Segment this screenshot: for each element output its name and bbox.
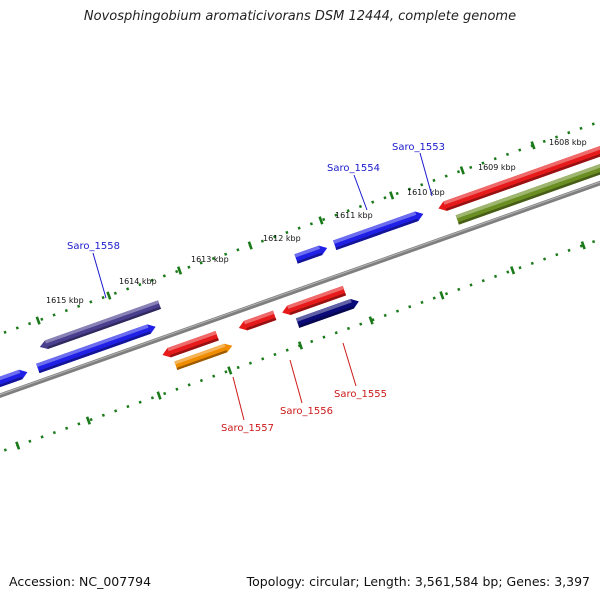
gene-feature-orange-gene[interactable] <box>174 341 234 370</box>
gene-feature-saro-1553[interactable] <box>333 209 425 250</box>
leader-line-saro-1557 <box>232 376 245 421</box>
scale-label-1613: 1613 kbp <box>191 255 229 264</box>
gene-feature-shadow <box>0 376 23 397</box>
gene-label-saro-1554[interactable]: Saro_1554 <box>327 163 380 174</box>
major-tick <box>580 241 586 250</box>
gene-feature-blue-gene-1[interactable] <box>0 367 29 397</box>
gene-feature-saro-1555[interactable] <box>295 297 361 328</box>
scale-label-1612: 1612 kbp <box>263 234 301 243</box>
gene-feature-shadow <box>38 331 151 374</box>
major-tick <box>368 316 374 325</box>
gene-feature-highlight <box>455 162 600 219</box>
leader-line-saro-1558 <box>92 252 107 299</box>
leader-line-saro-1553 <box>419 152 433 197</box>
gene-feature-highlight <box>333 211 417 244</box>
gene-feature-shadow <box>296 252 323 264</box>
gene-feature-highlight <box>36 324 149 368</box>
gene-feature-shadow <box>335 218 419 250</box>
gene-feature-highlight <box>0 369 21 391</box>
major-tick <box>297 341 304 350</box>
gene-label-saro-1557[interactable]: Saro_1557 <box>221 423 274 434</box>
major-tick <box>510 266 516 275</box>
major-tick <box>530 141 536 150</box>
gene-feature-highlight <box>167 330 217 352</box>
leader-line-saro-1554 <box>353 174 368 211</box>
scale-label-1611: 1611 kbp <box>335 211 373 220</box>
gene-feature-shadow <box>458 169 600 225</box>
genome-backbone-highlight <box>0 148 600 431</box>
gene-label-saro-1553[interactable]: Saro_1553 <box>392 142 445 153</box>
major-tick <box>227 366 233 375</box>
genome-backbone <box>0 148 600 433</box>
gene-feature-shadow <box>445 151 600 211</box>
gene-feature-shadow <box>47 306 162 349</box>
gene-feature-highlight <box>294 245 321 258</box>
gene-feature-saro-1554[interactable] <box>294 243 328 264</box>
scale-label-1610: 1610 kbp <box>407 188 445 197</box>
major-tick <box>247 241 253 250</box>
gene-feature-highlight <box>44 300 160 344</box>
major-tick <box>156 391 162 400</box>
major-tick <box>389 191 395 200</box>
major-tick <box>439 291 445 300</box>
major-tick <box>85 416 91 425</box>
scale-label-1609: 1609 kbp <box>478 163 516 172</box>
gene-feature-highlight <box>287 285 344 309</box>
gene-feature-highlight <box>443 144 600 205</box>
gene-label-saro-1558[interactable]: Saro_1558 <box>67 241 120 252</box>
major-tick <box>35 316 41 325</box>
topology-info: Topology: circular; Length: 3,561,584 bp… <box>246 574 590 589</box>
major-tick <box>15 441 21 450</box>
scale-label-1614: 1614 kbp <box>119 277 157 286</box>
gene-feature-highlight <box>243 310 275 325</box>
scale-label-1608: 1608 kbp <box>549 138 587 147</box>
map-title: Novosphingobium aromaticivorans DSM 1244… <box>83 9 517 24</box>
accession-info: Accession: NC_007794 <box>9 574 152 589</box>
leader-line-saro-1555 <box>342 342 357 387</box>
major-tick <box>176 266 183 275</box>
major-tick <box>459 166 465 175</box>
gene-feature-highlight <box>295 299 352 322</box>
gene-feature-shadow <box>169 338 219 358</box>
gene-feature-highlight <box>174 343 226 365</box>
gene-feature-olive-gene-right[interactable] <box>455 160 600 225</box>
gene-feature-shadow <box>176 350 228 370</box>
gene-feature-shadow <box>246 317 277 331</box>
major-tick <box>318 216 324 225</box>
gene-label-saro-1556[interactable]: Saro_1556 <box>280 406 333 417</box>
leader-line-saro-1556 <box>289 359 303 404</box>
major-tick <box>106 291 112 300</box>
gene-label-saro-1555[interactable]: Saro_1555 <box>334 389 387 400</box>
scale-label-1615: 1615 kbp <box>46 296 84 305</box>
gene-feature-shadow <box>289 292 347 316</box>
gene-feature-blue-gene-2[interactable] <box>36 322 157 374</box>
gene-feature-shadow <box>298 306 354 328</box>
major-ticks <box>15 141 586 450</box>
